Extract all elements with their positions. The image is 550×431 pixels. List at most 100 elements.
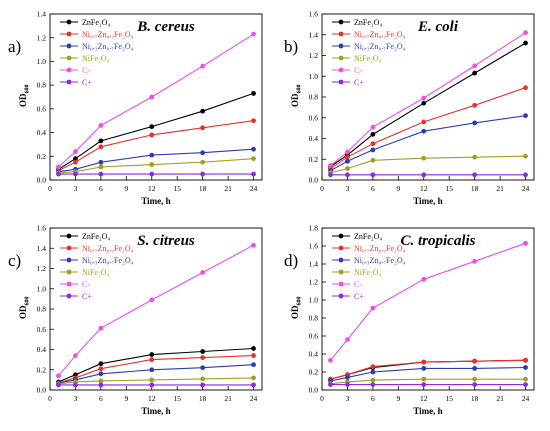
data-point (472, 70, 478, 76)
legend-marker (66, 233, 72, 239)
y-tick-label: 1.6 (309, 242, 319, 251)
y-tick-label: 1.6 (309, 10, 319, 19)
y-axis-label: OD600 (18, 85, 31, 108)
x-tick-label: 15 (173, 394, 181, 403)
legend-marker (66, 55, 72, 61)
legend-marker (66, 67, 72, 73)
data-point (370, 369, 376, 375)
x-axis-label: Time, h (141, 406, 170, 416)
y-tick-label: 0.2 (37, 365, 47, 374)
panel-label: b) (284, 37, 298, 56)
data-point (328, 172, 333, 178)
data-point (421, 128, 427, 134)
data-point (149, 152, 155, 158)
legend-marker (338, 293, 344, 299)
data-point (421, 119, 427, 125)
series-line (58, 244, 254, 377)
data-point (200, 349, 206, 354)
x-tick-label: 0 (48, 394, 52, 403)
series-line (330, 42, 526, 167)
data-point (56, 373, 61, 379)
data-point (73, 156, 78, 162)
y-tick-label: 1.0 (309, 296, 319, 305)
data-point (421, 172, 427, 178)
data-point (200, 125, 206, 131)
x-tick-label: 24 (522, 184, 530, 193)
series-line (58, 33, 254, 168)
data-point (251, 146, 256, 152)
data-point (149, 367, 155, 373)
x-tick-label: 6 (371, 394, 375, 403)
data-point (421, 276, 427, 282)
data-point (200, 365, 206, 371)
y-tick-label: 0.0 (37, 386, 47, 395)
y-tick-label: 0.0 (309, 176, 319, 185)
data-point (251, 375, 256, 381)
series-line (330, 242, 526, 361)
y-tick-label: 0.6 (37, 104, 47, 113)
series-1 (56, 346, 256, 385)
data-point (328, 382, 333, 387)
data-point (523, 30, 528, 36)
x-axis-label: Time, h (413, 406, 442, 416)
series-line (58, 92, 254, 170)
panel-label: a) (8, 37, 21, 56)
data-point (370, 131, 376, 137)
y-tick-label: 0.4 (37, 128, 47, 137)
data-point (149, 124, 155, 130)
y-tick-label: 0.0 (37, 176, 47, 185)
data-point (149, 297, 155, 303)
data-point (370, 147, 376, 153)
legend-entry: C- (354, 280, 362, 289)
y-tick-label: 1.2 (37, 33, 47, 42)
y-tick-label: 0.6 (309, 332, 319, 341)
series-line (58, 347, 254, 383)
series-6 (328, 172, 528, 178)
data-point (200, 382, 206, 388)
data-point (370, 377, 376, 383)
data-point (472, 154, 478, 160)
series-line (330, 366, 526, 382)
series-2 (328, 357, 528, 382)
x-tick-label: 12 (420, 394, 428, 403)
x-tick-label: 15 (445, 184, 453, 193)
data-point (472, 172, 478, 178)
legend-entry: NiFe₂O₄ (354, 268, 382, 277)
data-point (472, 120, 478, 126)
x-tick-label: 15 (445, 394, 453, 403)
data-point (370, 382, 376, 387)
data-point (98, 171, 104, 177)
panel-label: d) (284, 251, 298, 270)
data-point (523, 153, 528, 159)
data-point (472, 366, 478, 371)
plot-frame (49, 13, 263, 181)
y-axis-label-main: OD (290, 305, 300, 319)
x-tick-label: 3 (346, 184, 350, 193)
y-tick-label: 1.0 (37, 57, 47, 66)
legend-entry: NiFe₂O₄ (354, 54, 382, 63)
legend-marker (66, 43, 72, 49)
data-point (73, 159, 78, 165)
legend-marker (66, 281, 72, 287)
y-axis-label-subscript: 600 (25, 297, 31, 306)
y-axis-label-main: OD (18, 305, 28, 319)
x-tick-label: 6 (99, 394, 103, 403)
data-point (56, 382, 61, 388)
legend-marker (338, 257, 344, 263)
x-tick-label: 9 (396, 184, 400, 193)
legend-entry: C+ (354, 78, 364, 87)
x-tick-label: 12 (148, 184, 156, 193)
data-point (98, 366, 104, 372)
chart-title: C. tropicalis (400, 233, 475, 249)
y-tick-label: 1.0 (37, 284, 47, 293)
data-point (328, 163, 333, 168)
data-point (98, 371, 104, 377)
data-point (370, 157, 376, 163)
data-point (421, 155, 427, 161)
y-tick-label: 0.6 (37, 325, 47, 334)
legend-marker (338, 19, 344, 25)
x-tick-label: 18 (199, 394, 207, 403)
series-line (58, 148, 254, 173)
data-point (370, 364, 376, 369)
